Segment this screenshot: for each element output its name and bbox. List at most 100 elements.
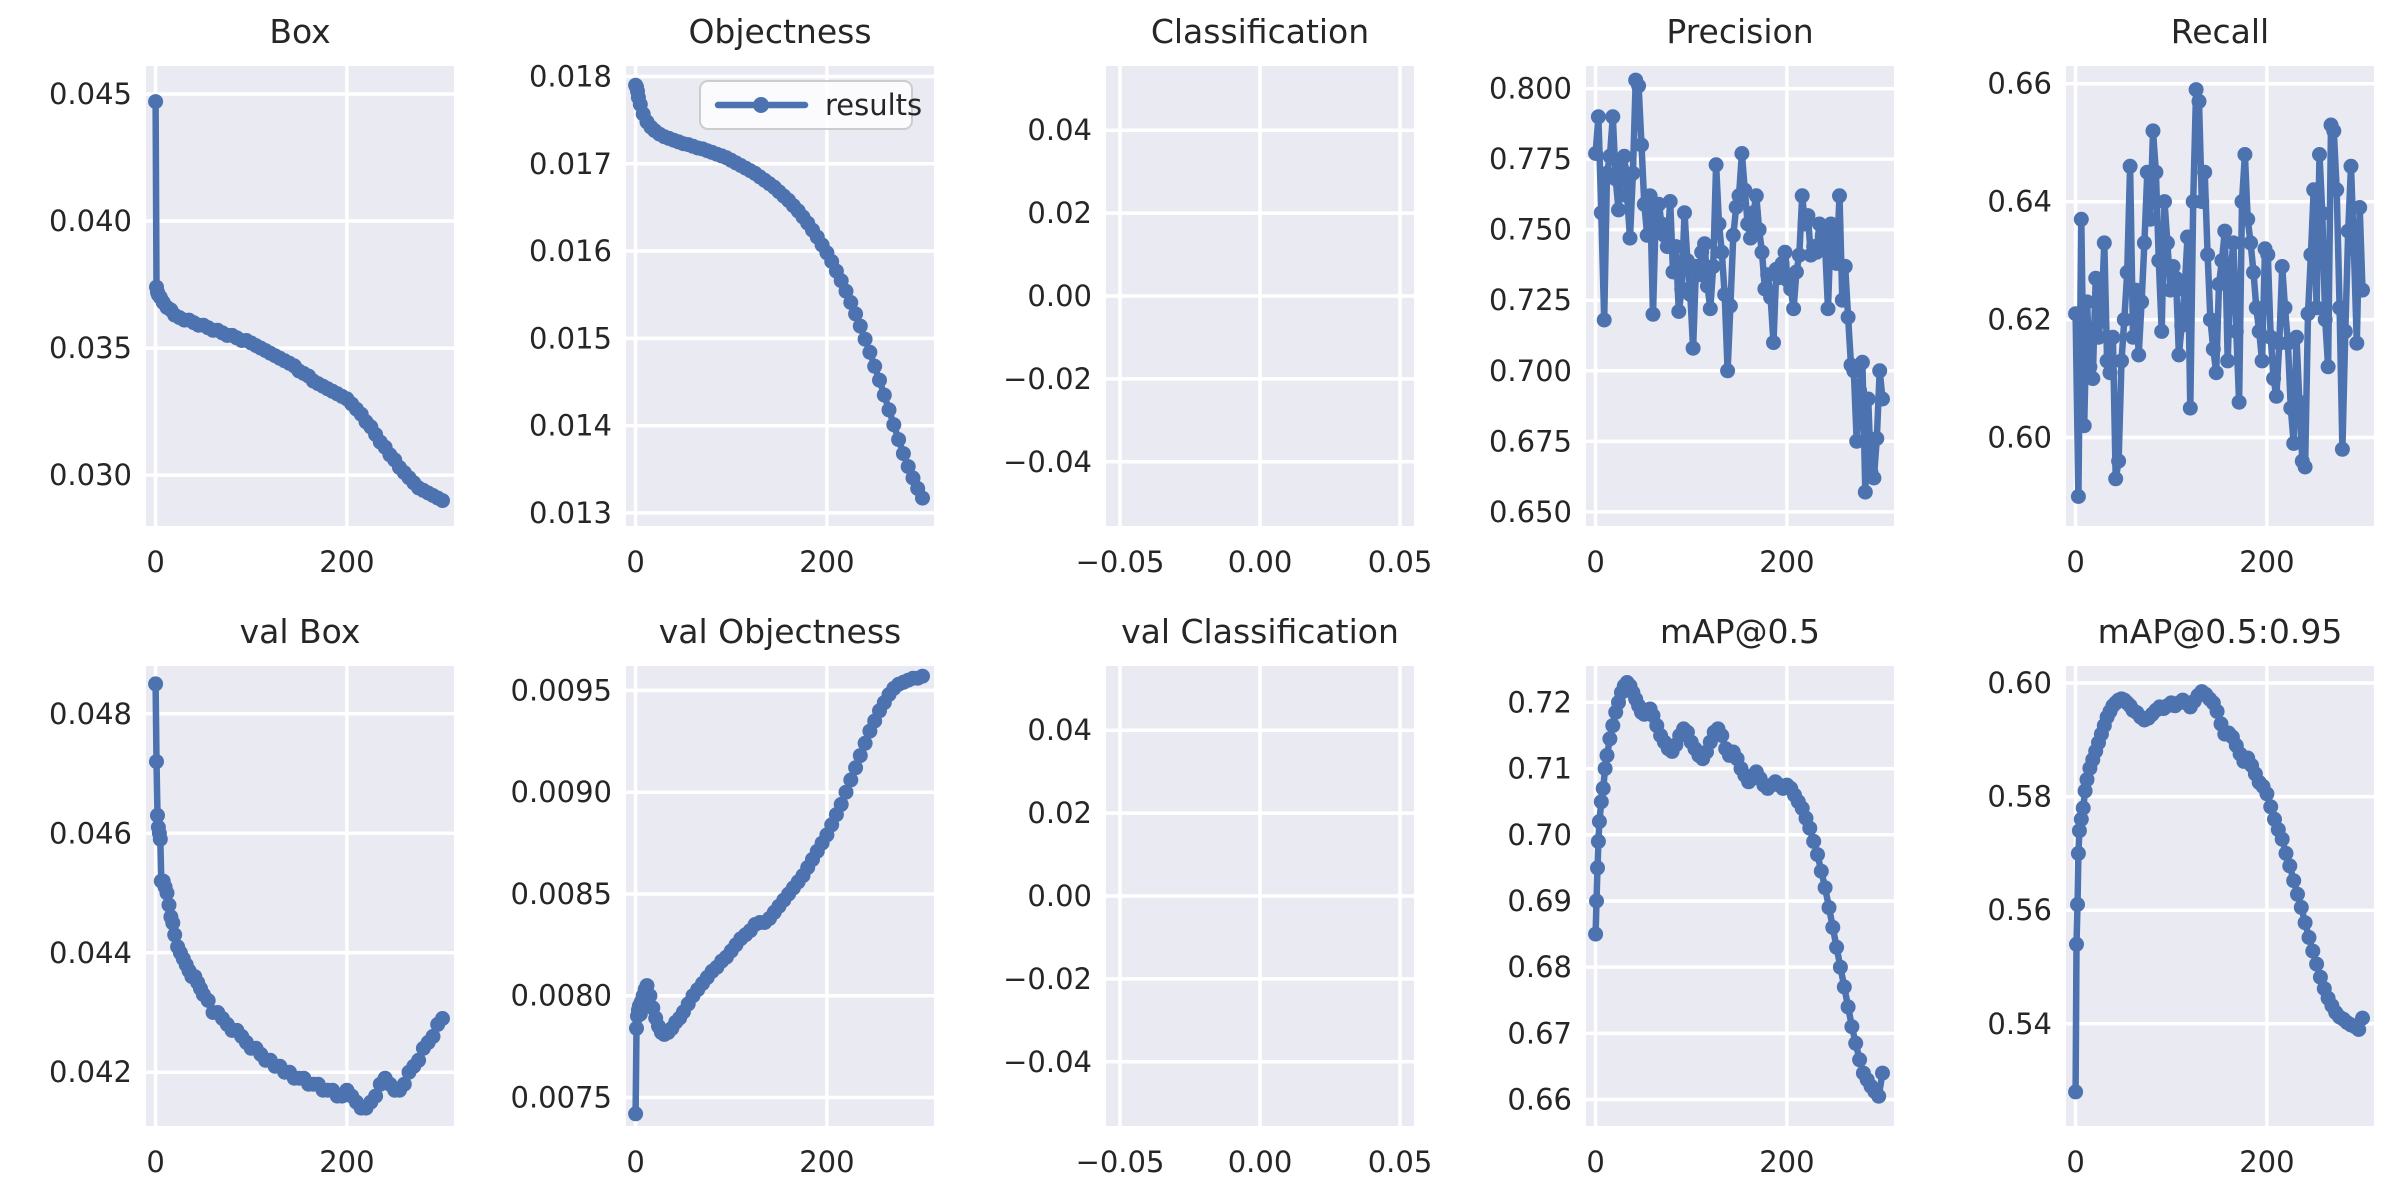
svg-text:0.58: 0.58 xyxy=(1987,780,2052,814)
series-markers xyxy=(148,676,450,1116)
series-markers xyxy=(1588,675,1890,1104)
svg-text:0.05: 0.05 xyxy=(1368,545,1433,579)
series-markers xyxy=(628,668,930,1122)
subplot-val-classification: val Classification −0.04 −0.02 0.00 0.02 0.0… xyxy=(960,600,1440,1200)
svg-text:0.0080: 0.0080 xyxy=(511,979,612,1013)
series-markers xyxy=(2068,684,2370,1100)
svg-text:0.045: 0.045 xyxy=(49,77,132,111)
series-markers xyxy=(2068,82,2370,504)
svg-text:0.00: 0.00 xyxy=(1228,1145,1293,1179)
tick-labels: 0.0075 0.0080 0.0085 0.0090 0.0095 0 200 xyxy=(511,673,855,1179)
tick-labels: 0.60 0.62 0.64 0.66 0 200 xyxy=(1987,67,2294,579)
svg-text:0.68: 0.68 xyxy=(1507,950,1572,984)
series-markers xyxy=(628,77,930,506)
tick-labels: 0.042 0.044 0.046 0.048 0 200 xyxy=(49,697,375,1179)
subplot-classification: Classification −0.04 −0.02 0.00 0.02 0.04 −0.… xyxy=(960,0,1440,600)
svg-text:0.046: 0.046 xyxy=(49,816,132,850)
subplot-objectness: Objectness 0.013 0.014 0.015 0.016 0.017 0.01… xyxy=(480,0,960,600)
tick-labels: −0.04 −0.02 0.00 0.02 0.04 −0.05 0.00 0.05 xyxy=(1003,113,1432,579)
plot-area-map05095: 0.54 0.56 0.58 0.60 0 200 xyxy=(1987,666,2374,1179)
legend-label: results xyxy=(825,88,922,122)
svg-text:0.02: 0.02 xyxy=(1027,196,1092,230)
svg-text:0.69: 0.69 xyxy=(1507,884,1572,918)
axes-background xyxy=(146,666,454,1126)
plot-area-val-objectness: 0.0075 0.0080 0.0085 0.0090 0.0095 0 200 xyxy=(511,666,934,1179)
svg-text:0.0090: 0.0090 xyxy=(511,775,612,809)
svg-text:200: 200 xyxy=(2239,545,2294,579)
svg-text:0.60: 0.60 xyxy=(1987,666,2052,700)
svg-text:0: 0 xyxy=(2066,1145,2084,1179)
svg-text:0.56: 0.56 xyxy=(1987,893,2052,927)
svg-text:0.04: 0.04 xyxy=(1027,713,1092,747)
plot-title-precision: Precision xyxy=(1666,12,1814,51)
plot-title-objectness: Objectness xyxy=(688,12,872,51)
svg-text:200: 200 xyxy=(319,1145,374,1179)
svg-text:0: 0 xyxy=(1586,1145,1604,1179)
plot-area-box: 0.030 0.035 0.040 0.045 0 200 xyxy=(49,66,454,579)
svg-text:0: 0 xyxy=(2066,545,2084,579)
svg-text:0.66: 0.66 xyxy=(1987,67,2052,101)
svg-text:0.800: 0.800 xyxy=(1489,72,1572,106)
svg-text:0.66: 0.66 xyxy=(1507,1083,1572,1117)
plot-area-map05: 0.66 0.67 0.68 0.69 0.70 0.71 0.72 0 200 xyxy=(1507,666,1894,1179)
subplot-val-box: val Box 0.042 0.044 0.046 0.048 0 200 xyxy=(0,600,480,1200)
svg-text:0.015: 0.015 xyxy=(529,321,612,355)
tick-labels: 0.54 0.56 0.58 0.60 0 200 xyxy=(1987,666,2294,1179)
svg-text:200: 200 xyxy=(2239,1145,2294,1179)
svg-text:0.67: 0.67 xyxy=(1507,1016,1572,1050)
svg-text:0: 0 xyxy=(626,1145,644,1179)
svg-text:0.54: 0.54 xyxy=(1987,1007,2052,1041)
svg-text:0.725: 0.725 xyxy=(1489,283,1572,317)
gridlines xyxy=(1106,66,1414,526)
gridlines xyxy=(1106,666,1414,1126)
subplot-box: Box 0.030 0.035 0.040 0.045 0 200 xyxy=(0,0,480,600)
plot-title-box: Box xyxy=(269,12,331,51)
svg-text:0.042: 0.042 xyxy=(49,1055,132,1089)
svg-text:200: 200 xyxy=(799,545,854,579)
tick-labels: 0.66 0.67 0.68 0.69 0.70 0.71 0.72 0 200 xyxy=(1507,685,1814,1179)
svg-text:200: 200 xyxy=(319,545,374,579)
plot-area-objectness: 0.013 0.014 0.015 0.016 0.017 0.018 0 200 result… xyxy=(529,59,934,579)
svg-text:0: 0 xyxy=(626,545,644,579)
plot-title-map05095: mAP@0.5:0.95 xyxy=(2097,612,2343,651)
svg-text:0.71: 0.71 xyxy=(1507,752,1572,786)
svg-text:0.035: 0.035 xyxy=(49,331,132,365)
svg-text:−0.02: −0.02 xyxy=(1003,962,1092,996)
tick-labels: 0.650 0.675 0.700 0.725 0.750 0.775 0.800 0 200 xyxy=(1489,72,1815,579)
svg-text:0.044: 0.044 xyxy=(49,936,132,970)
tick-labels: −0.04 −0.02 0.00 0.02 0.04 −0.05 0.00 0.05 xyxy=(1003,713,1432,1179)
plot-title-val-classification: val Classification xyxy=(1121,612,1399,651)
svg-text:200: 200 xyxy=(1759,1145,1814,1179)
svg-text:0.00: 0.00 xyxy=(1228,545,1293,579)
svg-text:0.70: 0.70 xyxy=(1507,818,1572,852)
gridlines xyxy=(626,66,934,526)
legend-marker-icon xyxy=(753,97,769,113)
svg-text:0.0075: 0.0075 xyxy=(511,1081,612,1115)
svg-text:0.700: 0.700 xyxy=(1489,354,1572,388)
svg-text:−0.04: −0.04 xyxy=(1003,445,1092,479)
svg-text:0.048: 0.048 xyxy=(49,697,132,731)
svg-text:0.00: 0.00 xyxy=(1027,279,1092,313)
svg-text:0.0095: 0.0095 xyxy=(511,673,612,707)
svg-text:0.030: 0.030 xyxy=(49,458,132,492)
svg-text:0.016: 0.016 xyxy=(529,234,612,268)
plot-area-recall: 0.60 0.62 0.64 0.66 0 200 xyxy=(1987,66,2374,579)
plot-area-precision: 0.650 0.675 0.700 0.725 0.750 0.775 0.800 0 200 xyxy=(1489,66,1894,579)
svg-text:−0.05: −0.05 xyxy=(1076,545,1165,579)
svg-text:0.0085: 0.0085 xyxy=(511,877,612,911)
svg-text:−0.05: −0.05 xyxy=(1076,1145,1165,1179)
svg-text:0: 0 xyxy=(146,1145,164,1179)
tick-labels: 0.013 0.014 0.015 0.016 0.017 0.018 0 200 xyxy=(529,59,855,579)
svg-text:0.60: 0.60 xyxy=(1987,421,2052,455)
plot-area-classification: −0.04 −0.02 0.00 0.02 0.04 −0.05 0.00 0.05 xyxy=(1003,66,1432,579)
legend-results: results xyxy=(699,80,922,130)
svg-text:0.02: 0.02 xyxy=(1027,796,1092,830)
svg-text:0.018: 0.018 xyxy=(529,59,612,93)
gridlines xyxy=(626,666,934,1126)
svg-text:0.017: 0.017 xyxy=(529,147,612,181)
subplot-val-objectness: val Objectness 0.0075 0.0080 0.0085 0.0090 0… xyxy=(480,600,960,1200)
plot-area-val-classification: −0.04 −0.02 0.00 0.02 0.04 −0.05 0.00 0.05 xyxy=(1003,666,1432,1179)
svg-text:0.00: 0.00 xyxy=(1027,879,1092,913)
svg-text:0.72: 0.72 xyxy=(1507,685,1572,719)
